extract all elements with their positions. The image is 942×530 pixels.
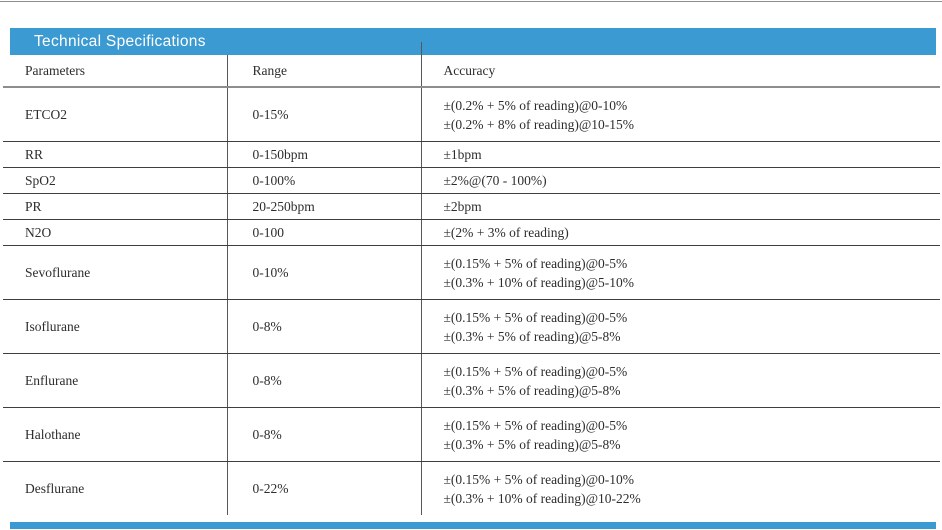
table-row: ETCO2 0-15% ±(0.2% + 5% of reading)@0-10… [3, 87, 940, 142]
parameter-cell: Halothane [3, 407, 228, 462]
accuracy-line: ±2bpm [443, 199, 482, 214]
accuracy-line: ±(2% + 3% of reading) [443, 225, 569, 240]
table-row: PR 20-250bpm ±2bpm [3, 193, 940, 220]
range-cell: 0-8% [227, 407, 422, 462]
accuracy-line: ±2%@(70 - 100%) [443, 173, 547, 188]
range-cell: 0-10% [227, 245, 422, 300]
parameter-cell: Desflurane [3, 461, 228, 515]
parameter-cell: Enflurane [3, 353, 228, 408]
table-row: Halothane 0-8% ±(0.15% + 5% of reading)@… [3, 407, 940, 462]
accuracy-cell: ±1bpm [421, 141, 940, 168]
parameter-cell: Isoflurane [3, 299, 228, 354]
table-row: Sevoflurane 0-10% ±(0.15% + 5% of readin… [3, 245, 940, 300]
header-row: Parameters Range Accuracy [3, 55, 940, 88]
accuracy-cell: ±(0.15% + 5% of reading)@0-5% ±(0.3% + 5%… [421, 299, 940, 354]
range-cell: 0-100 [227, 219, 422, 246]
table-row: Enflurane 0-8% ±(0.15% + 5% of reading)@… [3, 353, 940, 408]
accuracy-line: ±(0.3% + 10% of reading)@10-22% [443, 490, 641, 506]
spec-table-body: ETCO2 0-15% ±(0.2% + 5% of reading)@0-10… [3, 87, 940, 515]
parameter-cell: Sevoflurane [3, 245, 228, 300]
accuracy-cell: ±(0.15% + 5% of reading)@0-5% ±(0.3% + 5%… [421, 407, 940, 462]
column-separator-extension [421, 42, 422, 55]
column-header-range: Range [227, 55, 422, 88]
range-cell: 0-8% [227, 299, 422, 354]
range-cell: 0-22% [227, 461, 422, 515]
bottom-accent-bar [10, 522, 936, 529]
accuracy-line: ±(0.15% + 5% of reading)@0-10% [443, 471, 635, 487]
range-cell: 0-150bpm [227, 141, 422, 168]
section-title: Technical Specifications [34, 32, 206, 50]
accuracy-cell: ±2%@(70 - 100%) [421, 167, 940, 194]
range-cell: 20-250bpm [227, 193, 422, 220]
accuracy-line: ±(0.3% + 5% of reading)@5-8% [443, 382, 621, 398]
parameter-cell: ETCO2 [3, 87, 228, 142]
accuracy-cell: ±(0.15% + 5% of reading)@0-10% ±(0.3% + 1… [421, 462, 940, 516]
range-cell: 0-8% [227, 353, 422, 408]
accuracy-line: ±(0.15% + 5% of reading)@0-5% [443, 363, 628, 379]
parameter-cell: PR [3, 193, 228, 220]
column-header-parameters: Parameters [3, 55, 228, 88]
spec-table: Parameters Range Accuracy ETCO2 0-15% ±(… [3, 55, 940, 515]
column-header-accuracy: Accuracy [421, 55, 940, 88]
section-title-bar: Technical Specifications [10, 28, 936, 55]
accuracy-line: ±(0.2% + 8% of reading)@10-15% [443, 116, 635, 132]
accuracy-line: ±(0.15% + 5% of reading)@0-5% [443, 309, 628, 325]
accuracy-line: ±(0.3% + 5% of reading)@5-8% [443, 436, 621, 452]
accuracy-cell: ±(0.15% + 5% of reading)@0-5% ±(0.3% + 10… [421, 245, 940, 300]
parameter-cell: RR [3, 141, 228, 168]
table-row: N2O 0-100 ±(2% + 3% of reading) [3, 219, 940, 246]
table-row: RR 0-150bpm ±1bpm [3, 141, 940, 168]
table-row: Isoflurane 0-8% ±(0.15% + 5% of reading)… [3, 299, 940, 354]
parameter-cell: SpO2 [3, 167, 228, 194]
range-cell: 0-15% [227, 87, 422, 142]
table-row: Desflurane 0-22% ±(0.15% + 5% of reading… [3, 461, 940, 516]
top-rule [0, 1, 942, 2]
parameter-cell: N2O [3, 219, 228, 246]
accuracy-cell: ±(2% + 3% of reading) [421, 219, 940, 246]
accuracy-line: ±(0.3% + 10% of reading)@5-10% [443, 274, 635, 290]
accuracy-cell: ±(0.2% + 5% of reading)@0-10% ±(0.2% + 8%… [421, 87, 940, 142]
accuracy-line: ±1bpm [443, 147, 482, 162]
accuracy-cell: ±2bpm [421, 193, 940, 220]
accuracy-line: ±(0.2% + 5% of reading)@0-10% [443, 97, 628, 113]
accuracy-line: ±(0.15% + 5% of reading)@0-5% [443, 255, 628, 271]
range-cell: 0-100% [227, 167, 422, 194]
accuracy-line: ±(0.15% + 5% of reading)@0-5% [443, 417, 628, 433]
table-row: SpO2 0-100% ±2%@(70 - 100%) [3, 167, 940, 194]
accuracy-line: ±(0.3% + 5% of reading)@5-8% [443, 328, 621, 344]
accuracy-cell: ±(0.15% + 5% of reading)@0-5% ±(0.3% + 5%… [421, 353, 940, 408]
